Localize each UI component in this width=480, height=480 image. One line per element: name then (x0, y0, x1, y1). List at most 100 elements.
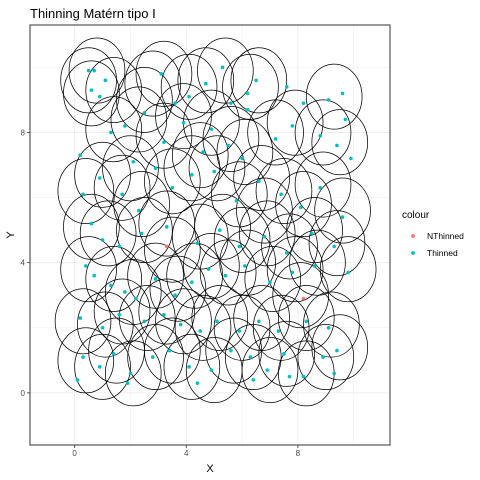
legend-title: colour (402, 210, 430, 221)
thinning-circle (311, 109, 369, 176)
point-thinned (92, 68, 96, 73)
thinning-circle (149, 255, 207, 322)
point-thinned (167, 348, 172, 353)
thinning-circle (110, 86, 168, 153)
thinning-circle (241, 337, 299, 404)
point-thinned (298, 205, 303, 210)
point-thinned (204, 81, 208, 86)
y-tick-label: 8 (21, 128, 26, 137)
point-thinned (120, 192, 124, 197)
point-thinned (312, 264, 317, 268)
thinning-circle (60, 236, 117, 303)
point-thinned (153, 277, 158, 281)
y-tick-label: 4 (21, 259, 26, 268)
point-thinned (282, 352, 286, 356)
point-thinned (301, 101, 306, 105)
point-thinned (89, 88, 94, 92)
point-thinned (262, 234, 267, 239)
point-thinned (92, 273, 96, 278)
point-thinned (173, 101, 177, 105)
point-thinned (318, 133, 323, 138)
point-thinned (226, 143, 230, 148)
thinning-circle (104, 340, 162, 407)
point-thinned (276, 329, 281, 333)
thinning-circle (124, 50, 182, 117)
thinning-circle (224, 324, 282, 391)
thinning-circle (202, 106, 260, 172)
point-thinned (243, 264, 247, 268)
point-thinned (290, 124, 295, 128)
thinning-circle (74, 333, 131, 400)
thinning-circle (211, 161, 268, 228)
thinning-circle (93, 154, 151, 221)
point-thinned (103, 78, 108, 83)
point-thinned (346, 270, 350, 275)
x-tick-label: 8 (296, 449, 301, 458)
thinning-circle (163, 135, 221, 202)
point-thinned (340, 91, 345, 96)
thinning-circle (255, 158, 313, 224)
point-thinned (343, 117, 348, 122)
point-thinned (195, 381, 200, 385)
thinning-circle (171, 122, 229, 189)
point-thinned (84, 264, 88, 268)
point-thinned (229, 101, 233, 105)
x-tick-label: 0 (72, 449, 77, 458)
point-thinned (257, 179, 261, 184)
thinning-circle (163, 333, 221, 400)
point-thinned (284, 251, 289, 255)
point-thinned (78, 153, 83, 158)
point-thinned (321, 355, 325, 359)
point-thinned (162, 312, 166, 317)
thinning-circle (277, 285, 335, 351)
thinning-circle (102, 135, 159, 202)
x-tick-label: 4 (184, 449, 189, 458)
point-thinned (117, 312, 122, 317)
point-thinned (97, 365, 102, 369)
thinning-circle (219, 229, 276, 296)
point-thinned (279, 192, 283, 197)
point-thinned (162, 140, 166, 145)
y-tick-label: 0 (21, 389, 26, 398)
point-thinned (223, 273, 228, 278)
point-thinned (229, 348, 233, 353)
thinning-circle (230, 47, 288, 114)
point-thinned (190, 280, 194, 285)
point-thinned (287, 374, 292, 379)
point-thinned (335, 348, 339, 353)
point-thinned (117, 244, 122, 249)
point-thinned (237, 244, 242, 249)
point-thinned (125, 381, 130, 385)
thinning-circle (319, 236, 377, 303)
point-thinned (206, 267, 211, 271)
point-thinned (187, 365, 191, 369)
point-thinned (248, 355, 253, 359)
thinning-circle (314, 177, 371, 244)
thinning-circle (266, 236, 324, 303)
thinning-circle (213, 206, 271, 273)
point-thinned (134, 296, 138, 301)
thinning-circle (79, 200, 137, 267)
point-thinned (173, 293, 177, 298)
point-thinned (86, 68, 91, 73)
point-thinned (332, 371, 336, 376)
point-layer (75, 65, 353, 385)
point-thinned (237, 329, 242, 333)
point-thinned (190, 172, 194, 177)
thinning-circle (311, 314, 369, 381)
point-thinned (234, 199, 239, 203)
thinning-circle (113, 171, 170, 238)
point-thinned (198, 329, 203, 333)
point-nthinned (164, 244, 169, 249)
point-thinned (220, 65, 225, 70)
point-thinned (128, 371, 133, 376)
point-thinned (265, 368, 270, 372)
thinning-circle (54, 288, 112, 355)
point-thinned (268, 280, 272, 285)
point-thinned (142, 111, 147, 115)
thinning-circle (197, 37, 254, 104)
point-thinned (123, 124, 127, 128)
thinning-circle (60, 47, 117, 114)
y-axis-title: Y (5, 231, 17, 239)
